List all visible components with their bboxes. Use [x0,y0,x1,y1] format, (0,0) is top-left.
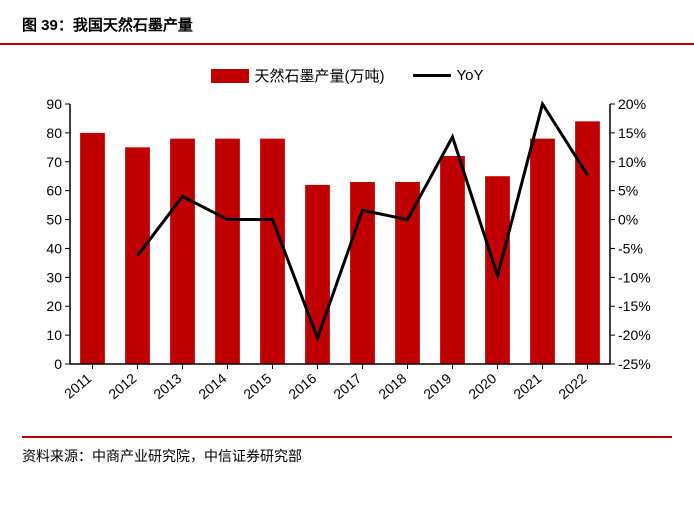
x-tick-label: 2017 [330,370,364,402]
y-left-tick-label: 0 [54,356,62,372]
y-right-tick-label: -15% [618,298,651,314]
bar [170,139,195,364]
combo-chart: 0 10 20 30 40 50 60 70 80 90 -25% -20% -15% -10% -5% 0%… [22,96,672,426]
bar [575,121,600,364]
y-left-tick-label: 70 [46,154,62,170]
x-tick-label: 2011 [61,370,95,402]
x-tick-label: 2014 [195,370,229,402]
y-right-tick-label: -5% [618,240,643,256]
y-right-tick-label: 0% [618,212,638,228]
line-swatch [413,74,451,77]
y-left-tick-label: 40 [46,240,62,256]
y-right-tick-label: 20% [618,96,646,112]
x-tick-label: 2015 [240,370,274,402]
y-right-tick-label: -20% [618,327,651,343]
bar [215,139,240,364]
y-left-tick-label: 90 [46,96,62,112]
x-tick-label: 2021 [510,370,544,402]
bar [80,133,105,364]
y-right-tick-label: 15% [618,125,646,141]
x-tick-label: 2018 [375,370,409,402]
x-tick-label: 2022 [555,370,589,402]
figure-container: 图 39：我国天然石墨产量 天然石墨产量(万吨) YoY 0 10 20 30 40 50… [0,0,694,506]
x-tick-label: 2012 [105,370,139,402]
figure-title: 图 39：我国天然石墨产量 [0,0,694,45]
bar [260,139,285,364]
chart-area: 0 10 20 30 40 50 60 70 80 90 -25% -20% -15% -10% -5% 0%… [22,96,672,426]
y-right-tick-label: 5% [618,183,638,199]
bar [530,139,555,364]
bar [395,182,420,364]
bar-swatch [211,69,249,83]
y-right-tick-label: 10% [618,154,646,170]
legend-line-label: YoY [457,67,484,84]
legend-bar-label: 天然石墨产量(万吨) [255,65,385,86]
y-left-tick-label: 10 [46,327,62,343]
y-left-tick-label: 30 [46,269,62,285]
x-tick-label: 2020 [465,370,499,402]
figure-source: 资料来源：中商产业研究院，中信证券研究部 [22,436,672,466]
legend: 天然石墨产量(万吨) YoY [0,45,694,96]
y-left-tick-label: 20 [46,298,62,314]
y-left-tick-label: 80 [46,125,62,141]
legend-item-bar: 天然石墨产量(万吨) [211,65,385,86]
y-right-tick-label: -10% [618,269,651,285]
bar [440,156,465,364]
x-tick-label: 2019 [420,370,454,402]
y-left-tick-label: 50 [46,212,62,228]
y-right-tick-label: -25% [618,356,651,372]
legend-item-line: YoY [413,67,484,84]
x-tick-label: 2013 [150,370,184,402]
x-tick-label: 2016 [285,370,319,402]
y-left-tick-label: 60 [46,183,62,199]
